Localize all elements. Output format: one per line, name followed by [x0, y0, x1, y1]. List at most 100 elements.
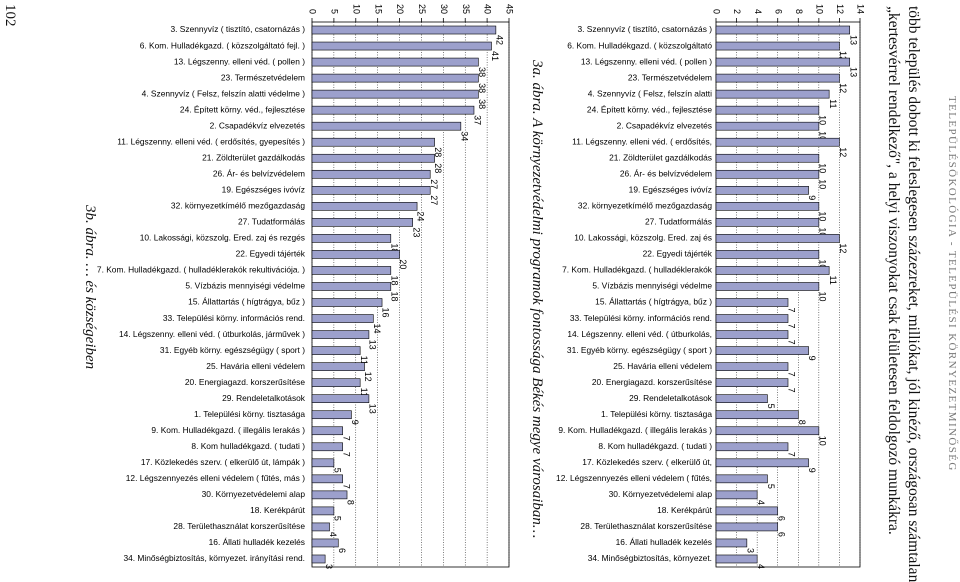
bar: [311, 57, 479, 67]
chart-3a: 0 2 4 6 8 10 12 14 3. Szennyvíz ( tisztító, csat…: [556, 4, 866, 569]
data-label: 9: [350, 420, 360, 425]
data-label: 12: [363, 372, 373, 382]
bar: [715, 89, 830, 99]
data-label: 27: [429, 179, 439, 189]
data-label: 38: [477, 83, 487, 93]
axis-tick-label: 4: [753, 9, 763, 14]
bar: [715, 506, 779, 516]
bar: [715, 57, 851, 67]
bar: [715, 73, 840, 83]
body-line-1: több település dobott ki feleslegesen sz…: [905, 6, 922, 582]
bar: [311, 394, 370, 403]
category-label: 26. Ár- és belvízvédelem: [213, 168, 305, 178]
bar: [311, 522, 330, 532]
data-label: 10: [817, 115, 827, 125]
axis-tick-label: 5: [330, 9, 340, 14]
category-label: 3. Szennyvíz ( tisztító, csatornázás ): [170, 24, 305, 34]
category-label: 16. Állati hulladék kezelés: [209, 537, 305, 547]
category-label: 27. Tudatformálás: [238, 217, 305, 227]
axis-tick-label: 12: [835, 4, 845, 14]
category-label: 29. Rendeletalkotások: [629, 393, 713, 403]
bar: [311, 202, 418, 211]
chart-3b: 0 5 10 15 20 25 30 35 40 453. Szennyvíz ( tisztít…: [97, 4, 515, 569]
bar: [715, 41, 840, 51]
bar: [715, 362, 789, 371]
axis-tick-label: 0: [712, 9, 722, 14]
category-label: 25. Havária elleni védelem: [206, 361, 305, 371]
category-label: 19. Egészséges ivóvíz: [629, 185, 712, 195]
category-label: 34. Minőségbiztosítás, környezet. irányí…: [123, 553, 305, 563]
data-label: 28: [433, 147, 443, 157]
category-label: 20. Energiagazd. korszerűsítése: [592, 377, 712, 387]
category-label: 28. Területhasználat korszerűsítése: [580, 521, 712, 531]
category-label: 5. Vízbázis mennyiségi védelme: [592, 281, 712, 291]
category-label: 2. Csapadékvíz elvezetés: [210, 120, 305, 130]
category-label: 1. Települési körny. tisztasága: [194, 409, 305, 419]
data-label: 10: [817, 291, 827, 301]
bar: [715, 282, 820, 291]
category-label: 22. Egyedi tájérték: [643, 249, 713, 259]
data-label: 41: [490, 51, 500, 61]
bar: [311, 186, 431, 195]
data-label: 5: [333, 516, 343, 521]
bar: [311, 169, 431, 179]
category-label: 10. Lakossági, közszolg. Ered. zaj és: [574, 233, 712, 243]
data-label: 7: [787, 372, 797, 377]
category-label: 8. Kom hulladékgazd. ( tudati ): [598, 441, 712, 451]
axis-tick-label: 14: [856, 4, 866, 14]
axis-tick-label: 8: [794, 9, 804, 14]
data-label: 42: [494, 35, 504, 45]
axis-tick-label: 6: [773, 9, 783, 14]
bar: [715, 153, 820, 163]
data-label: 6: [337, 548, 347, 553]
category-label: 15. Állattartás ( hígtrágya, bűz ): [188, 297, 305, 307]
category-label: 27. Tudatformálás: [645, 217, 712, 227]
category-label: 18. Kerékpárút: [250, 505, 306, 515]
data-label: 9: [807, 468, 817, 473]
data-label: 13: [848, 35, 858, 45]
data-label: 24: [416, 211, 426, 221]
data-label: 7: [787, 452, 797, 457]
category-label: 11. Légszenny. elleni véd. ( erdősítés, …: [117, 136, 305, 146]
data-label: 3: [745, 548, 755, 553]
category-label: 21. Zöldterület gazdálkodás: [609, 152, 712, 162]
data-label: 12: [838, 243, 848, 253]
data-label: 7: [787, 388, 797, 393]
bar: [715, 314, 789, 323]
bar: [311, 538, 339, 548]
data-label: 16: [381, 308, 391, 318]
bar: [715, 218, 820, 227]
bar: [715, 426, 820, 436]
category-label: 17. Közlekedés szerv. ( elkerülő út,: [582, 457, 712, 467]
bar: [715, 378, 789, 387]
running-header: TELEPÜLÉSÖKOLÓGIA - TELEPÜLÉSI KÖRNYEZET…: [946, 96, 958, 472]
category-label: 20. Energiagazd. korszerűsítése: [185, 377, 305, 387]
category-label: 19. Egészséges ivóvíz: [222, 185, 305, 195]
bar: [715, 554, 758, 564]
data-label: 9: [807, 195, 817, 200]
axis-tick-label: 40: [483, 4, 493, 14]
category-label: 3. Szennyvíz ( tisztító, csatornázás ): [577, 24, 712, 34]
category-label: 26. Ár- és belvízvédelem: [620, 168, 712, 178]
category-label: 14. Légszenny. elleni véd. ( útburkolás,…: [119, 329, 305, 339]
bar: [715, 137, 840, 147]
category-label: 34. Minőségbiztosítás, környezet.: [588, 553, 712, 563]
category-label: 30. Környezetvédelemi alap: [202, 489, 306, 499]
data-label: 11: [359, 388, 369, 397]
data-label: 3: [324, 564, 334, 569]
category-label: 12. Légszennyezés elleni védelem ( fűtés…: [126, 473, 305, 483]
bar: [715, 442, 789, 452]
category-label: 30. Környezetvédelemi alap: [609, 489, 713, 499]
bar: [311, 314, 374, 323]
bar: [715, 330, 789, 339]
bar: [311, 89, 479, 99]
bar: [311, 137, 435, 147]
bar: [715, 458, 809, 468]
data-label: 11: [828, 99, 838, 108]
axis-tick-label: 35: [461, 4, 471, 14]
bar: [715, 298, 789, 307]
data-label: 10: [817, 179, 827, 189]
bar: [311, 410, 352, 420]
data-label: 5: [766, 484, 776, 489]
data-label: 13: [368, 340, 378, 350]
